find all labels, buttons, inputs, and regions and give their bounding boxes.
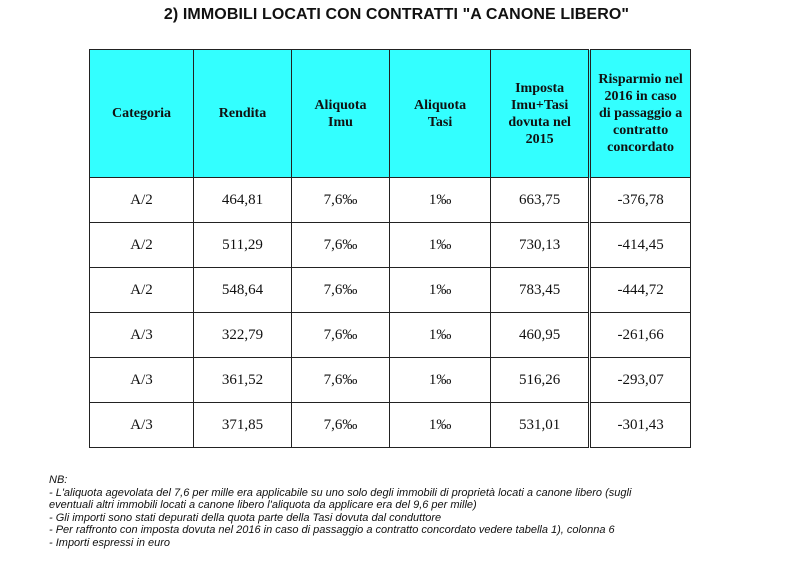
header-aliquota-tasi: Aliquota Tasi	[388, 49, 492, 178]
table-row: A/2 464,81 7,6‰ 1‰ 663,75 -376,78	[89, 177, 692, 223]
header-aliquota-imu: Aliquota Imu	[291, 49, 390, 178]
table-row: A/3 371,85 7,6‰ 1‰ 531,01 -301,43	[89, 402, 692, 448]
cell-categoria: A/2	[89, 267, 194, 313]
cell-aliquota-tasi: 1‰	[388, 357, 492, 403]
cell-risparmio: -414,45	[588, 222, 692, 268]
cell-categoria: A/3	[89, 402, 194, 448]
table-row: A/2 511,29 7,6‰ 1‰ 730,13 -414,45	[89, 222, 692, 268]
cell-rendita: 371,85	[193, 402, 292, 448]
table-row: A/2 548,64 7,6‰ 1‰ 783,45 -444,72	[89, 267, 692, 313]
table-row: A/3 322,79 7,6‰ 1‰ 460,95 -261,66	[89, 312, 692, 358]
page-title: 2) IMMOBILI LOCATI CON CONTRATTI "A CANO…	[163, 6, 630, 23]
cell-imposta: 460,95	[490, 312, 591, 358]
cell-aliquota-imu: 7,6‰	[291, 177, 390, 223]
cell-aliquota-tasi: 1‰	[388, 222, 492, 268]
cell-aliquota-tasi: 1‰	[388, 312, 492, 358]
cell-imposta: 516,26	[490, 357, 591, 403]
cell-imposta: 783,45	[490, 267, 591, 313]
notes-heading: NB:	[49, 474, 68, 486]
cell-aliquota-imu: 7,6‰	[291, 357, 390, 403]
cell-imposta: 663,75	[490, 177, 591, 223]
note-line: - L'aliquota agevolata del 7,6 per mille…	[49, 486, 632, 499]
cell-rendita: 322,79	[193, 312, 292, 358]
tax-table: Categoria Rendita Aliquota Imu Aliquota …	[89, 49, 692, 448]
header-rendita: Rendita	[193, 49, 292, 178]
cell-categoria: A/3	[89, 312, 194, 358]
cell-aliquota-imu: 7,6‰	[291, 312, 390, 358]
cell-risparmio: -376,78	[588, 177, 692, 223]
cell-risparmio: -301,43	[588, 402, 692, 448]
footnotes: NB: - L'aliquota agevolata del 7,6 per m…	[49, 474, 789, 550]
cell-aliquota-imu: 7,6‰	[291, 267, 390, 313]
cell-imposta: 531,01	[490, 402, 591, 448]
cell-categoria: A/2	[89, 222, 194, 268]
cell-aliquota-tasi: 1‰	[388, 177, 492, 223]
cell-aliquota-tasi: 1‰	[388, 267, 492, 313]
cell-rendita: 361,52	[193, 357, 292, 403]
header-categoria: Categoria	[89, 49, 194, 178]
cell-aliquota-tasi: 1‰	[388, 402, 492, 448]
note-line: eventuali altri immobili locati a canone…	[49, 499, 477, 512]
cell-aliquota-imu: 7,6‰	[291, 402, 390, 448]
cell-imposta: 730,13	[490, 222, 591, 268]
table-row: A/3 361,52 7,6‰ 1‰ 516,26 -293,07	[89, 357, 692, 403]
header-imposta-dovuta: Imposta Imu+Tasi dovuta nel 2015	[490, 49, 591, 178]
cell-rendita: 548,64	[193, 267, 292, 313]
table-header-row: Categoria Rendita Aliquota Imu Aliquota …	[89, 49, 692, 178]
note-line: - Per raffronto con imposta dovuta nel 2…	[49, 524, 615, 537]
cell-categoria: A/2	[89, 177, 194, 223]
cell-aliquota-imu: 7,6‰	[291, 222, 390, 268]
cell-categoria: A/3	[89, 357, 194, 403]
header-risparmio: Risparmio nel 2016 in caso di passaggio …	[588, 49, 692, 178]
cell-rendita: 464,81	[193, 177, 292, 223]
note-line: - Gli importi sono stati depurati della …	[49, 511, 442, 524]
note-line: - Importi espressi in euro	[49, 536, 171, 549]
cell-risparmio: -444,72	[588, 267, 692, 313]
cell-risparmio: -293,07	[588, 357, 692, 403]
cell-rendita: 511,29	[193, 222, 292, 268]
cell-risparmio: -261,66	[588, 312, 692, 358]
